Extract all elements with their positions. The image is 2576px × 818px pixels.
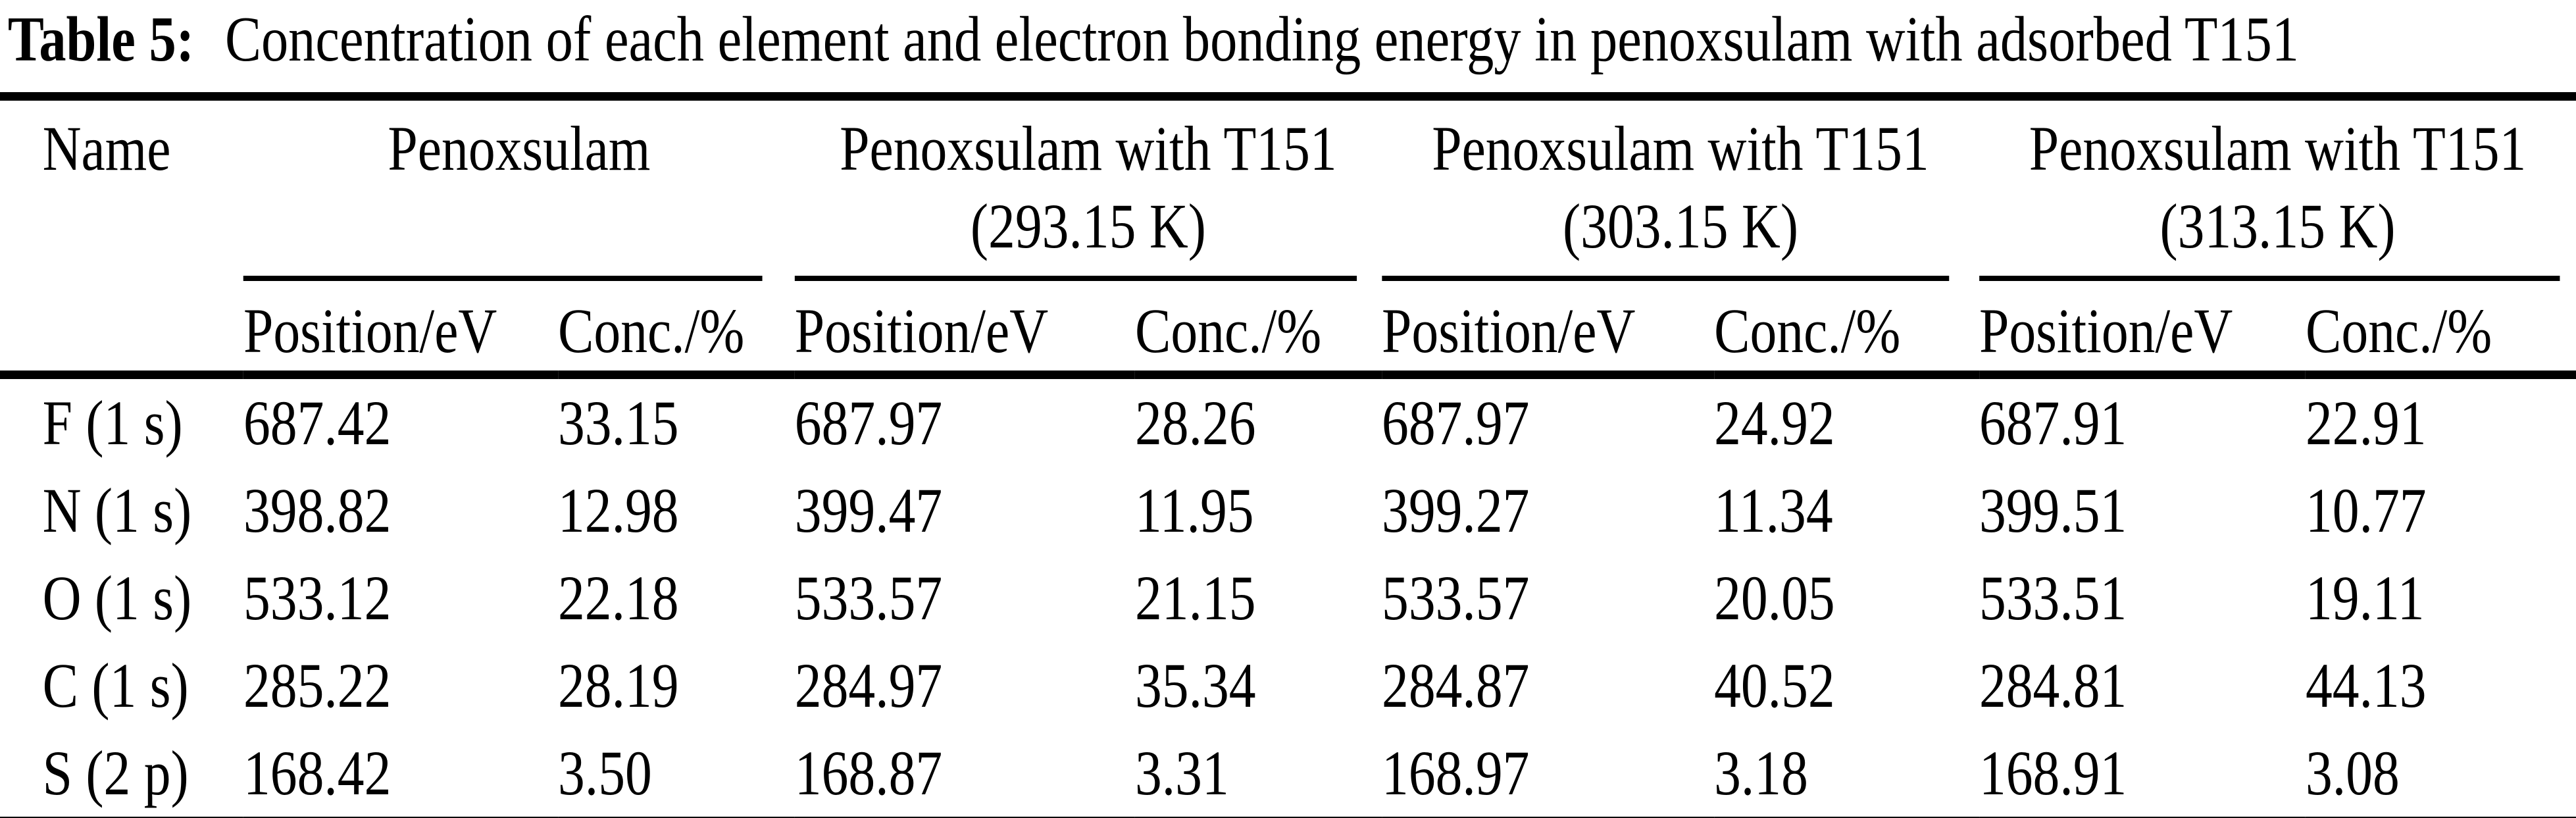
group-subtitle: (313.15 K) <box>2159 191 2396 261</box>
group-title: Penoxsulam with T151 <box>840 113 1337 184</box>
cell-element-name: N (1 s) <box>42 475 192 546</box>
group-title: Penoxsulam with T151 <box>1432 113 1929 184</box>
subheader-conc: Conc./% <box>1714 281 1979 379</box>
table-row: N (1 s) 398.82 12.98 399.47 11.95 399.27… <box>0 467 2576 554</box>
top-rule <box>0 92 2576 101</box>
table-caption: Table 5: Concentration of each element an… <box>0 0 2576 75</box>
cell-position: 533.57 <box>1382 563 1530 633</box>
cell-position: 284.97 <box>794 650 943 721</box>
cell-conc: 24.92 <box>1714 388 1835 458</box>
cell-conc: 28.19 <box>558 650 679 721</box>
subheader-position: Position/eV <box>794 281 1135 379</box>
cell-position: 398.82 <box>243 475 391 546</box>
group-subtitle: (293.15 K) <box>970 191 1206 261</box>
cell-position: 687.42 <box>243 388 391 458</box>
cell-position: 285.22 <box>243 650 391 721</box>
cell-position: 168.97 <box>1382 729 1715 818</box>
cell-position: 399.27 <box>1382 475 1530 546</box>
cell-conc: 11.95 <box>1134 475 1254 546</box>
cell-position: 533.51 <box>1979 563 2127 633</box>
subheader-position: Position/eV <box>243 281 559 379</box>
cmidrule-t151-303 <box>1382 276 1950 281</box>
cell-conc: 3.18 <box>1714 729 1979 818</box>
table-row: O (1 s) 533.12 22.18 533.57 21.15 533.57… <box>0 554 2576 642</box>
column-header-name: Name <box>42 113 171 184</box>
cell-conc: 10.77 <box>2305 475 2427 546</box>
group-header-t151-303: Penoxsulam with T151 (303.15 K) <box>1382 101 1979 276</box>
group-header-row: Name Penoxsulam Penoxsulam with T151 (29… <box>0 101 2576 276</box>
table-row: C (1 s) 285.22 28.19 284.97 35.34 284.87… <box>0 642 2576 729</box>
cell-conc: 40.52 <box>1714 650 1835 721</box>
cell-conc: 3.31 <box>1134 729 1382 818</box>
cmidrule-penoxsulam <box>243 276 763 281</box>
cell-element-name: O (1 s) <box>42 563 192 633</box>
cmidrule-t151-313 <box>1979 276 2560 281</box>
cell-element-name: C (1 s) <box>42 650 189 721</box>
table-row: S (2 p) 168.42 3.50 168.87 3.31 168.97 3… <box>0 729 2576 818</box>
group-header-t151-313: Penoxsulam with T151 (313.15 K) <box>1979 101 2576 276</box>
cell-conc: 20.05 <box>1714 563 1835 633</box>
subheader-conc: Conc./% <box>1134 281 1382 379</box>
caption-label: Table 5: <box>7 4 195 74</box>
cell-position: 687.91 <box>1979 388 2127 458</box>
subheader-position: Position/eV <box>1979 281 2306 379</box>
cell-position: 687.97 <box>794 388 943 458</box>
cell-conc: 3.50 <box>558 729 795 818</box>
cell-conc: 22.91 <box>2305 388 2427 458</box>
subheader-conc: Conc./% <box>558 281 795 379</box>
subheader-position: Position/eV <box>1382 281 1715 379</box>
table-row: F (1 s) 687.42 33.15 687.97 28.26 687.97… <box>0 375 2576 467</box>
group-subtitle: (303.15 K) <box>1562 191 1799 261</box>
cell-conc: 21.15 <box>1134 563 1256 633</box>
group-header-penoxsulam: Penoxsulam <box>243 101 795 276</box>
cell-position: 399.51 <box>1979 475 2127 546</box>
cell-conc: 33.15 <box>558 388 679 458</box>
cell-position: 687.97 <box>1382 388 1530 458</box>
cell-element-name: S (2 p) <box>0 729 243 818</box>
cmidrule-t151-293 <box>794 276 1357 281</box>
cell-conc: 35.34 <box>1134 650 1256 721</box>
group-title: Penoxsulam <box>388 113 651 184</box>
cell-position: 168.42 <box>243 729 559 818</box>
cell-conc: 22.18 <box>558 563 679 633</box>
cell-position: 399.47 <box>794 475 943 546</box>
cell-position: 168.87 <box>794 729 1135 818</box>
cell-position: 284.87 <box>1382 650 1530 721</box>
cell-element-name: F (1 s) <box>42 388 183 458</box>
cmidrule-row <box>0 276 2576 281</box>
caption-text: Concentration of each element and electr… <box>224 4 2300 74</box>
subheader-conc: Conc./% <box>2305 281 2576 379</box>
subheader-row: Position/eV Conc./% Position/eV Conc./% … <box>0 281 2576 379</box>
data-table: Name Penoxsulam Penoxsulam with T151 (29… <box>0 101 2576 818</box>
group-header-t151-293: Penoxsulam with T151 (293.15 K) <box>795 101 1382 276</box>
cell-position: 533.57 <box>794 563 943 633</box>
cell-conc: 28.26 <box>1134 388 1256 458</box>
cell-conc: 12.98 <box>558 475 679 546</box>
cell-conc: 3.08 <box>2305 729 2576 818</box>
cell-position: 284.81 <box>1979 650 2127 721</box>
cell-position: 533.12 <box>243 563 391 633</box>
group-title: Penoxsulam with T151 <box>2029 113 2527 184</box>
cell-position: 168.91 <box>1979 729 2306 818</box>
cell-conc: 19.11 <box>2305 563 2425 633</box>
cell-conc: 11.34 <box>1714 475 1833 546</box>
cell-conc: 44.13 <box>2305 650 2427 721</box>
